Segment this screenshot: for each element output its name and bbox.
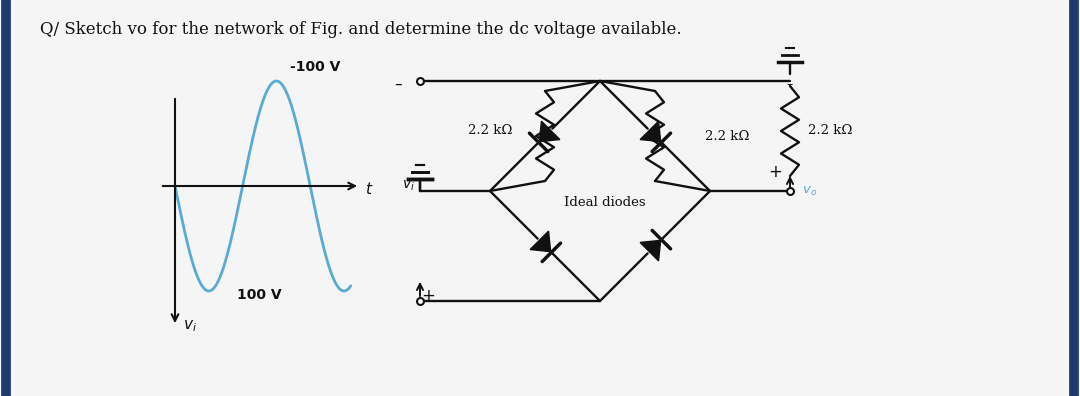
Text: $v_i$: $v_i$ [402, 179, 415, 193]
Text: 2.2 kΩ: 2.2 kΩ [705, 129, 750, 143]
Text: $v_i$: $v_i$ [183, 318, 197, 334]
Text: 100 V: 100 V [237, 288, 282, 302]
Text: $v_o$: $v_o$ [798, 185, 818, 198]
Text: +: + [768, 163, 782, 181]
Text: –: – [394, 76, 402, 91]
Text: +: + [421, 287, 435, 305]
Text: $t$: $t$ [365, 181, 374, 197]
Polygon shape [640, 121, 661, 142]
Text: 2.2 kΩ: 2.2 kΩ [468, 124, 512, 137]
Text: 2.2 kΩ: 2.2 kΩ [808, 124, 852, 137]
Text: –: – [787, 78, 793, 91]
Polygon shape [530, 231, 551, 251]
Text: -100 V: -100 V [291, 60, 340, 74]
Text: Ideal diodes: Ideal diodes [564, 196, 646, 209]
Polygon shape [539, 121, 559, 142]
Polygon shape [640, 240, 661, 261]
Text: Q/ Sketch vo for the network of Fig. and determine the dc voltage available.: Q/ Sketch vo for the network of Fig. and… [40, 21, 681, 38]
